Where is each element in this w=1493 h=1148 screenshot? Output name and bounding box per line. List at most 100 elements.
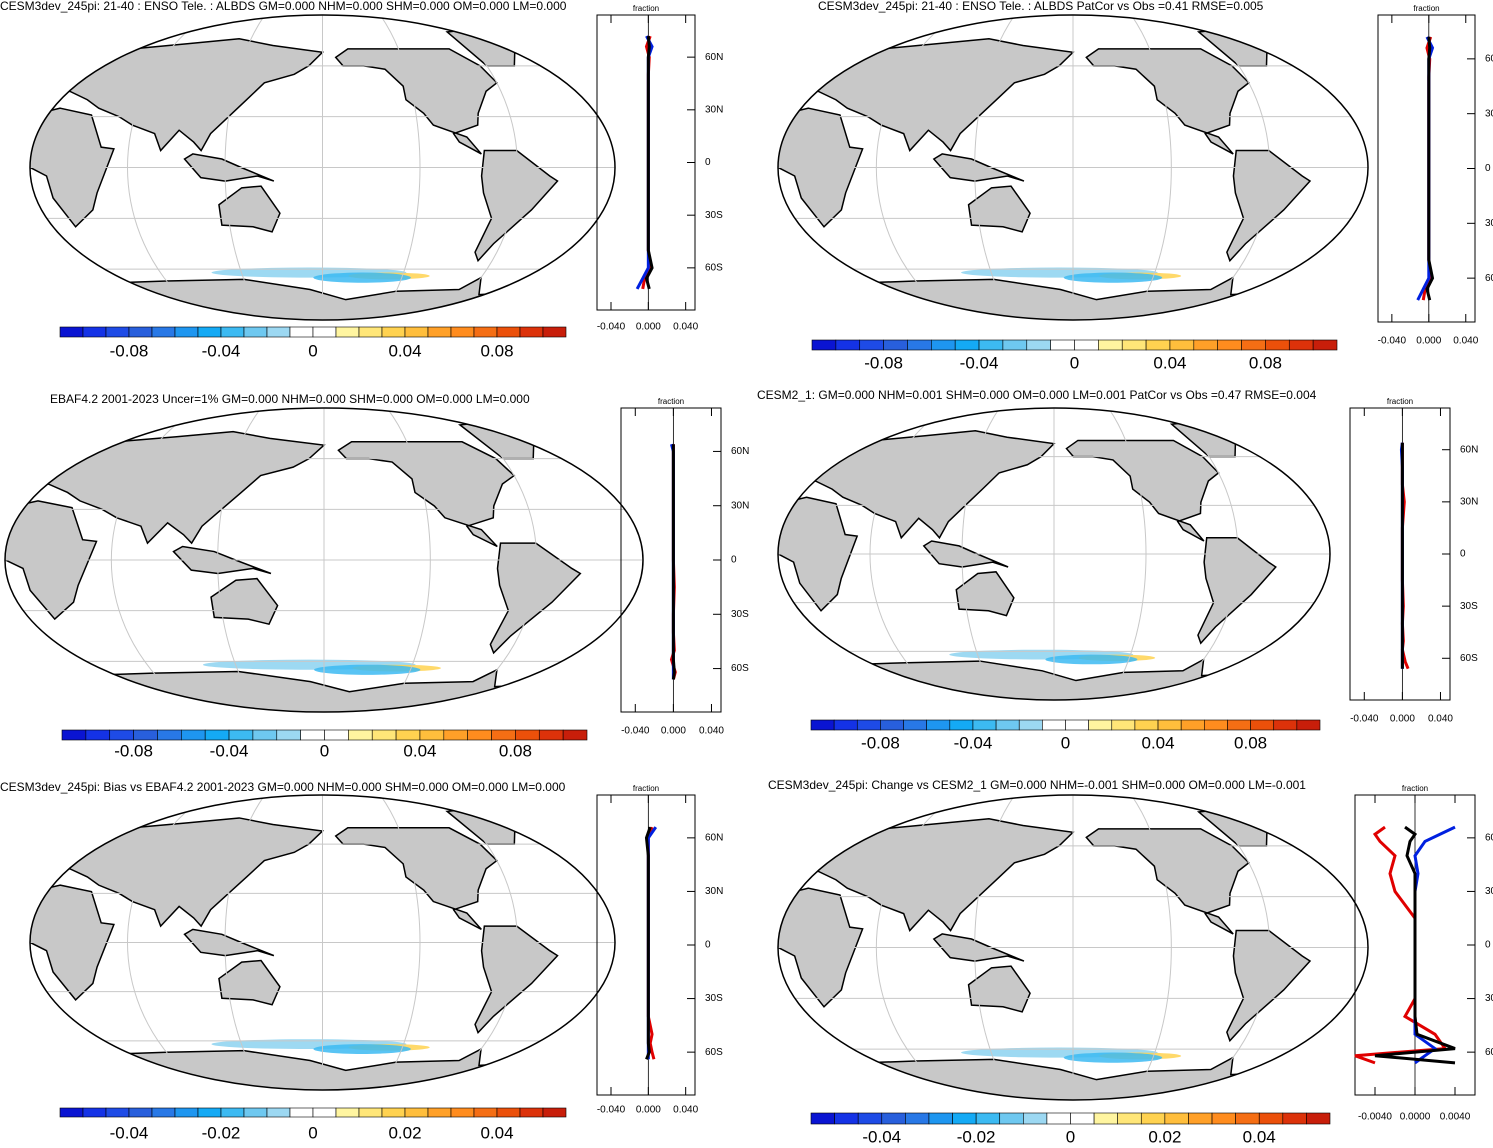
colorbar-box	[1134, 719, 1159, 731]
y-tick-label: 0	[705, 157, 711, 168]
land	[967, 965, 1031, 1013]
colorbar-box	[381, 326, 406, 338]
colorbar-box	[427, 1107, 452, 1118]
x-tick-label: 0.040	[673, 1105, 698, 1116]
profile-line	[671, 444, 676, 680]
y-tick-label: 0	[705, 940, 711, 951]
colorbar-box	[443, 729, 468, 741]
colorbar-box	[105, 1107, 130, 1118]
colorbar-box	[1046, 1112, 1071, 1125]
x-tick-label: -0.040	[597, 1105, 626, 1116]
colorbar-box	[450, 326, 475, 338]
land	[800, 37, 1075, 152]
meridian	[449, 408, 538, 712]
x-tick-label: -0.0040	[1358, 1112, 1392, 1123]
colorbar-box	[995, 719, 1020, 731]
anomaly	[1063, 272, 1163, 283]
colorbar-box	[228, 729, 254, 741]
profile-line	[1374, 825, 1456, 1065]
y-tick-label: 30	[1485, 886, 1493, 897]
colorbar-box	[1050, 339, 1075, 351]
colorbar-box	[181, 729, 206, 741]
x-tick-label: 0.000	[636, 322, 661, 333]
map-border	[4, 407, 644, 713]
colorbar-box	[1140, 1112, 1166, 1125]
colorbar-box	[1180, 719, 1205, 731]
land	[967, 185, 1031, 233]
y-tick-label: 60N	[731, 446, 749, 457]
land	[1085, 48, 1250, 155]
y-tick-label: 60S	[1485, 273, 1493, 284]
panel-title: CESM3dev_245pi: Bias vs EBAF4.2 2001-202…	[0, 780, 566, 794]
colorbar-box	[926, 719, 951, 731]
colorbar-box	[243, 1107, 268, 1118]
colorbar-box	[881, 1112, 906, 1125]
colorbar-box	[859, 339, 884, 351]
meridian	[1130, 795, 1172, 1100]
y-tick-label: 30N	[1485, 108, 1493, 119]
y-tick-label: 0	[1485, 163, 1491, 174]
colorbar-box	[105, 326, 130, 338]
colorbar-label: 0.04	[480, 1123, 513, 1142]
colorbar-box	[1265, 339, 1290, 351]
panel-title: EBAF4.2 2001-2023 Uncer=1% GM=0.000 NHM=…	[50, 392, 530, 406]
land	[1085, 828, 1250, 935]
colorbar-box	[1121, 339, 1147, 351]
colorbar-box	[324, 729, 349, 741]
colorbar-box	[174, 326, 199, 338]
colorbar-box	[811, 339, 837, 351]
colorbar-box	[1145, 339, 1171, 351]
colorbar-box	[1306, 1112, 1331, 1125]
colorbar-label: 0.02	[388, 1123, 421, 1142]
meridian	[110, 408, 199, 712]
map-border	[29, 794, 616, 1091]
colorbar-box	[1204, 719, 1228, 731]
map-border	[777, 794, 1369, 1101]
colorbar-box	[883, 339, 908, 351]
colorbar-box	[276, 729, 301, 741]
y-tick-label: 30	[1485, 993, 1493, 1004]
x-tick-label: 0.000	[1416, 336, 1441, 347]
colorbar-box	[928, 1112, 953, 1125]
colorbar-box	[109, 729, 134, 741]
colorbar-box	[358, 326, 383, 338]
land	[1197, 537, 1277, 645]
colorbar-box	[1169, 339, 1195, 351]
y-tick-label: 60S	[731, 663, 749, 674]
colorbar-box	[467, 729, 492, 741]
colorbar-box	[300, 729, 325, 741]
meridian	[224, 15, 266, 320]
land	[489, 542, 582, 655]
colorbar-box	[1002, 339, 1028, 351]
colorbar-box	[931, 339, 956, 351]
panel-title: CESM3dev_245pi: 21-40 : ENSO Tele. : ALB…	[0, 0, 567, 13]
panel-title: CESM3dev_245pi: Change vs CESM2_1 GM=0.0…	[768, 778, 1306, 792]
colorbar-box	[473, 1107, 498, 1118]
colorbar-box	[999, 1112, 1024, 1125]
colorbar-box	[133, 729, 158, 741]
colorbar-label: 0	[308, 341, 317, 360]
x-tick-label: -0.040	[1350, 714, 1379, 725]
colorbar-label: -0.04	[862, 1127, 901, 1146]
colorbar-box	[972, 719, 997, 731]
y-tick-label: 60S	[705, 1047, 723, 1058]
land	[1226, 929, 1312, 1043]
colorbar-box	[473, 326, 498, 338]
colorbar-label: 0.04	[1243, 1127, 1276, 1146]
colorbar-label: 0	[320, 741, 329, 760]
colorbar-box	[1111, 719, 1136, 731]
map	[5, 408, 643, 712]
meridian	[875, 795, 957, 1100]
colorbar-box	[1042, 719, 1066, 731]
colorbar-box	[1258, 1112, 1284, 1125]
colorbar-box	[82, 326, 107, 338]
profile-frame	[1349, 407, 1451, 701]
land	[334, 48, 498, 155]
y-tick-label: 30S	[1460, 601, 1478, 612]
colorbar-box	[1288, 339, 1314, 351]
colorbar-label: -0.04	[202, 341, 241, 360]
meridian	[1189, 15, 1271, 320]
colorbar-box	[1074, 339, 1099, 351]
y-tick-label: 60N	[705, 52, 723, 63]
